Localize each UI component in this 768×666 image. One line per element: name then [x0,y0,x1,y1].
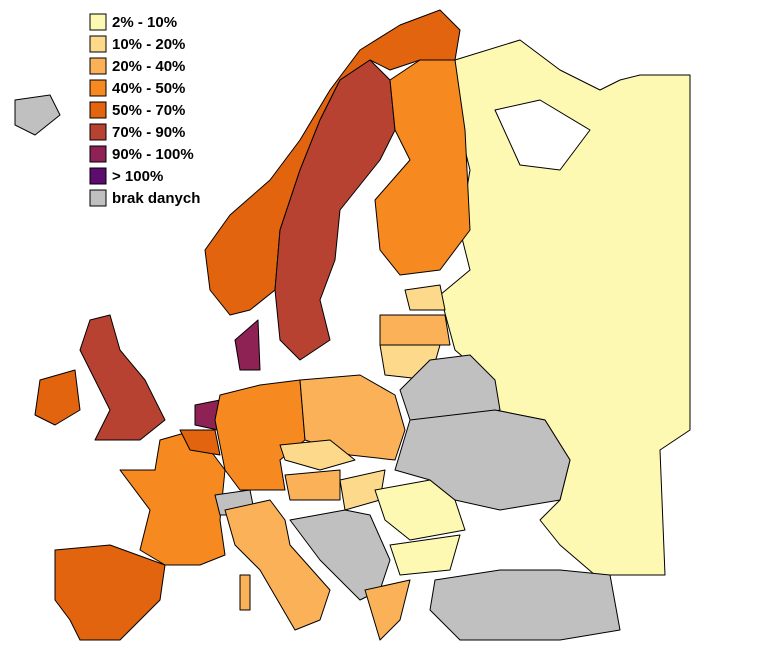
legend-swatch [89,123,107,141]
legend-swatch [89,79,107,97]
ukraine [394,409,571,511]
germany [214,379,306,491]
greece [364,579,411,641]
legend-label: 40% - 50% [112,80,185,97]
legend-label: 2% - 10% [112,14,177,31]
legend-label: brak danych [112,190,200,207]
legend-label: 20% - 40% [112,58,185,75]
legend-label: 70% - 90% [112,124,185,141]
legend-swatch [89,189,107,207]
legend-label: > 100% [112,168,163,185]
legend-swatch [89,167,107,185]
iberia [54,544,166,641]
sardinia [239,574,251,611]
france [119,429,226,566]
czechia [279,439,356,471]
norway [204,9,461,316]
russia [439,39,691,576]
belgium [179,429,221,456]
countries [14,9,691,641]
balkans [289,509,391,601]
legend-label: 50% - 70% [112,102,185,119]
bulgaria [389,534,461,576]
legend-swatch [89,35,107,53]
white-sea [494,99,591,171]
denmark [234,319,261,371]
latvia [379,314,451,346]
legend-label: 10% - 20% [112,36,185,53]
legend-label: 90% - 100% [112,146,194,163]
iceland [14,94,61,136]
legend-swatch [89,101,107,119]
legend-swatch [89,145,107,163]
austria [284,469,341,501]
finland [374,59,471,276]
legend-swatch [89,57,107,75]
legend: 2% - 10% 10% - 20% 20% - 40% 40% - 50% 50% -… [89,13,200,207]
estonia [404,284,446,311]
legend-swatch [89,13,107,31]
ireland [34,369,81,426]
uk [79,314,166,441]
turkey [429,569,621,641]
sweden [274,59,396,361]
italy [224,499,331,631]
